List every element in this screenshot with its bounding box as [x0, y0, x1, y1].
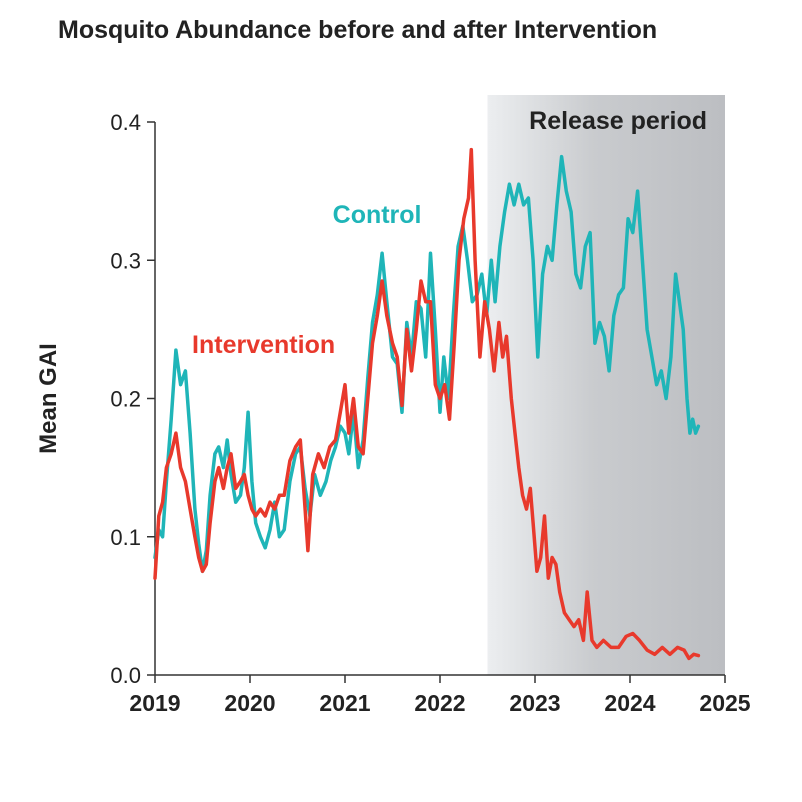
- x-tick-label: 2025: [699, 690, 750, 716]
- y-axis-ticks: 0.0 0.1 0.2 0.3 0.4: [110, 110, 155, 688]
- y-tick-label: 0.0: [110, 663, 141, 688]
- control-series-line: [153, 154, 701, 574]
- intervention-series-label: Intervention: [192, 331, 335, 359]
- series-lines: [153, 147, 701, 661]
- x-tick-label: 2022: [414, 690, 465, 716]
- x-tick-label: 2023: [509, 690, 560, 716]
- y-tick-label: 0.4: [110, 110, 141, 135]
- chart-title: Mosquito Abundance before and after Inte…: [58, 16, 657, 44]
- y-axis-title: Mean GAI: [35, 343, 62, 454]
- x-tick-label: 2019: [129, 690, 180, 716]
- y-tick-label: 0.1: [110, 525, 141, 550]
- intervention-series-line: [153, 147, 701, 661]
- x-tick-label: 2020: [224, 690, 275, 716]
- y-tick-label: 0.3: [110, 248, 141, 273]
- release-period-label: Release period: [529, 107, 707, 135]
- x-axis-ticks: 2019 2020 2021 2022 2023 2024 2025: [129, 675, 751, 716]
- x-tick-label: 2024: [604, 690, 655, 716]
- y-tick-label: 0.2: [110, 387, 141, 412]
- release-period-band: [487, 95, 725, 675]
- control-series-label: Control: [333, 201, 422, 229]
- x-tick-label: 2021: [319, 690, 370, 716]
